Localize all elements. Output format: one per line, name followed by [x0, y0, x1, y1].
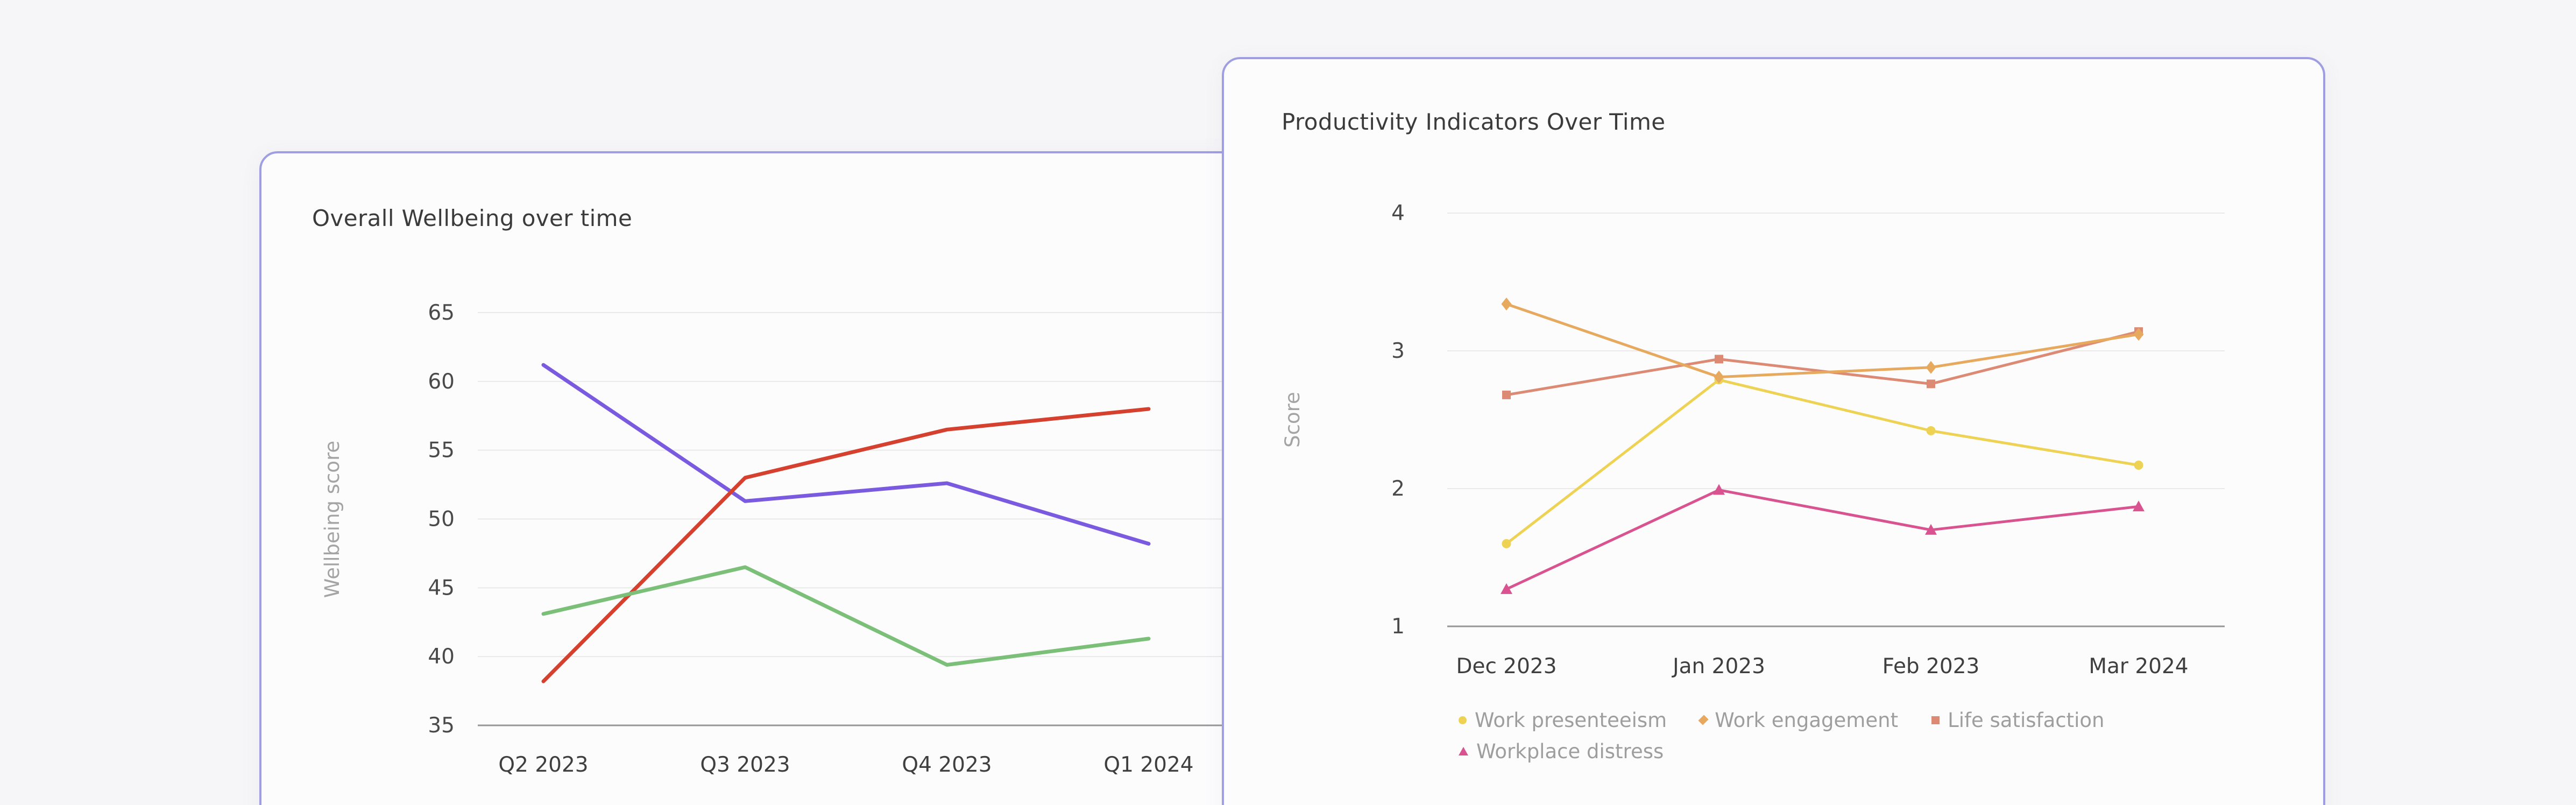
wellbeing-card: Overall Wellbeing over time 35 40 45 50 55 60… [259, 151, 1286, 805]
work-engagement-line [1505, 302, 2140, 379]
y-tick-label: 50 [428, 507, 455, 532]
y-tick-label: 2 [1391, 477, 1405, 501]
y-axis-title: Score [1281, 392, 1304, 448]
work-engagement-diamond-marker-icon [1926, 361, 1936, 374]
legend-square-marker-icon [1931, 716, 1940, 724]
work-presenteeism-circle-marker-icon [1502, 539, 1511, 548]
series-2-line [541, 565, 1151, 667]
y-tick-label: 60 [428, 370, 455, 394]
series-1-line [541, 407, 1151, 683]
productivity-legend: Work presenteeism Work engagement Life sat… [1459, 708, 2287, 763]
workplace-distress-line [1505, 489, 2140, 591]
work-engagement-diamond-marker-icon [1501, 297, 1512, 310]
life-satisfaction-line [1505, 330, 2140, 397]
y-tick-label: 65 [428, 301, 455, 325]
life-satisfaction-square-marker-icon [1502, 390, 1511, 399]
x-tick-label: Q3 2023 [700, 753, 790, 777]
x-tick-label: Q2 2023 [498, 753, 588, 777]
wellbeing-line-chart: 35 40 45 50 55 60 65 Q2 2023 Q3 2023 Q4 2023 Q1 20… [321, 301, 1273, 777]
legend-diamond-marker-icon [1698, 715, 1709, 725]
work-presenteeism-circle-marker-icon [1926, 426, 1936, 435]
x-tick-label: Dec 2023 [1456, 654, 1556, 679]
legend-circle-marker-icon [1459, 716, 1467, 724]
work-presenteeism-line [1505, 378, 2140, 545]
y-tick-label: 1 [1391, 615, 1405, 639]
workplace-distress-triangle-marker-icon [1925, 524, 1937, 535]
y-tick-label: 40 [428, 645, 455, 669]
legend-item-life-satisfaction[interactable]: Life satisfaction [1931, 708, 2104, 732]
legend-label: Work engagement [1715, 708, 1899, 732]
workplace-distress-triangle-marker-icon [1501, 583, 1512, 594]
x-tick-label: Q4 2023 [902, 753, 992, 777]
legend-item-work-presenteeism[interactable]: Work presenteeism [1459, 708, 1667, 732]
legend-triangle-marker-icon [1459, 747, 1468, 755]
y-tick-label: 45 [428, 576, 455, 600]
productivity-line-chart: 1 2 3 4 Dec 2023 Jan 2023 Feb 2023 Mar 2024 Scor… [1281, 201, 2225, 679]
workplace-distress-triangle-marker-icon [2133, 500, 2145, 512]
legend-item-workplace-distress[interactable]: Workplace distress [1459, 739, 1664, 763]
legend-label: Work presenteeism [1475, 708, 1667, 732]
legend-item-work-engagement[interactable]: Work engagement [1698, 708, 1899, 732]
y-tick-label: 35 [428, 714, 455, 738]
x-tick-label: Jan 2023 [1671, 654, 1765, 679]
y-tick-label: 4 [1391, 201, 1405, 225]
legend-label: Life satisfaction [1948, 708, 2105, 732]
productivity-chart-title: Productivity Indicators Over Time [1282, 109, 1666, 135]
x-tick-label: Mar 2024 [2089, 654, 2188, 679]
series-0-line [541, 363, 1151, 546]
work-presenteeism-circle-marker-icon [2134, 460, 2143, 470]
x-tick-label: Q1 2024 [1103, 753, 1193, 777]
legend-label: Workplace distress [1476, 739, 1664, 763]
y-tick-label: 55 [428, 439, 455, 463]
y-axis-title: Wellbeing score [321, 441, 344, 598]
y-tick-label: 3 [1391, 339, 1405, 363]
wellbeing-chart-title: Overall Wellbeing over time [312, 205, 633, 231]
workplace-distress-triangle-marker-icon [1713, 484, 1725, 495]
productivity-card: Productivity Indicators Over Time 1 2 3 4 De… [1222, 57, 2325, 805]
work-engagement-diamond-marker-icon [1714, 370, 1724, 384]
life-satisfaction-square-marker-icon [1927, 379, 1935, 389]
x-tick-label: Feb 2023 [1883, 654, 1980, 679]
work-engagement-diamond-marker-icon [2133, 328, 2144, 341]
life-satisfaction-square-marker-icon [1715, 355, 1723, 364]
